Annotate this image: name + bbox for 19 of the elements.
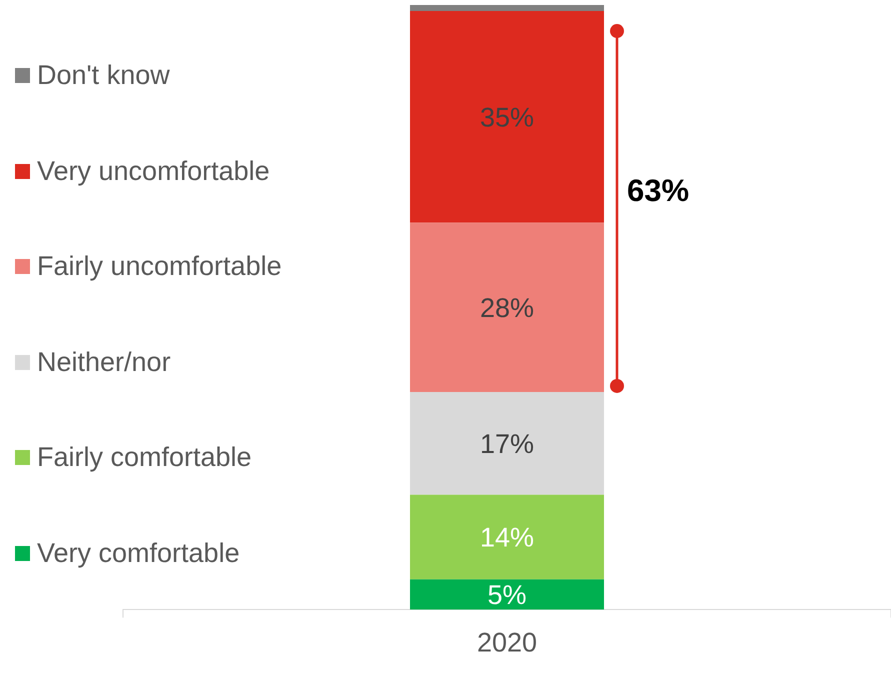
legend-label: Very uncomfortable (37, 156, 270, 187)
bar (410, 11, 604, 223)
bar (410, 222, 604, 392)
data-label: 14% (480, 522, 534, 552)
legend-label: Very comfortable (37, 538, 240, 569)
text: 63% (627, 173, 690, 208)
legend-label: Fairly comfortable (37, 442, 252, 474)
bar (410, 5, 604, 12)
legend-label: Don't know (37, 60, 170, 92)
x-tick-label: 2020 (476, 627, 538, 658)
bar (410, 494, 604, 580)
bar (410, 392, 604, 495)
legend-label: Neither/nor (37, 346, 171, 378)
data-label: 5% (487, 580, 527, 610)
data-label: 28% (480, 292, 534, 323)
legend-label: Fairly uncomfortable (37, 251, 282, 282)
data-label: 35% (480, 102, 534, 132)
bar (410, 579, 604, 610)
data-label: 17% (480, 428, 534, 459)
